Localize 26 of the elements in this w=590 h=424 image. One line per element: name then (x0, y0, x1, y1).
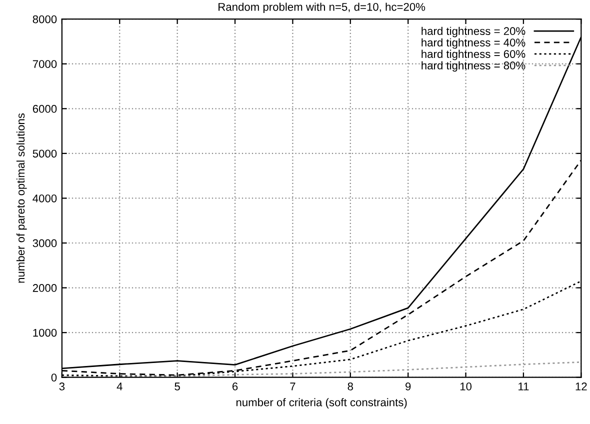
x-tick-label: 9 (406, 382, 411, 390)
legend-label: hard tightness = 80% (422, 61, 526, 72)
y-tick-label: 3000 (32, 239, 57, 248)
legend-label: hard tightness = 60% (422, 50, 526, 60)
legend-label: hard tightness = 20% (422, 26, 526, 38)
y-tick-label: 4000 (32, 194, 57, 202)
x-tick-label: 12 (576, 382, 587, 390)
x-tick-label: 7 (290, 382, 296, 390)
y-tick-label: 8000 (32, 15, 57, 24)
x-tick-label: 3 (59, 382, 65, 390)
legend-label: hard tightness = 40% (422, 38, 526, 49)
y-tick-label: 2000 (32, 284, 57, 292)
x-tick-label: 10 (460, 382, 472, 390)
x-tick-label: 11 (518, 382, 529, 390)
y-tick-label: 6000 (32, 104, 57, 113)
x-tick-label: 4 (116, 382, 122, 390)
chart-title: Random problem with n=5, d=10, hc=20% (218, 2, 426, 14)
x-tick-label: 6 (232, 382, 238, 390)
y-axis-title: number of pareto optimal solutions (16, 113, 27, 283)
y-tick-label: 0 (51, 374, 57, 382)
x-tick-label: 8 (348, 382, 353, 390)
x-tick-label: 5 (174, 382, 180, 390)
y-tick-label: 1000 (33, 328, 57, 337)
y-tick-label: 7000 (32, 60, 57, 68)
x-axis-title: number of criteria (soft constraints) (236, 398, 407, 408)
y-tick-label: 5000 (32, 150, 57, 158)
